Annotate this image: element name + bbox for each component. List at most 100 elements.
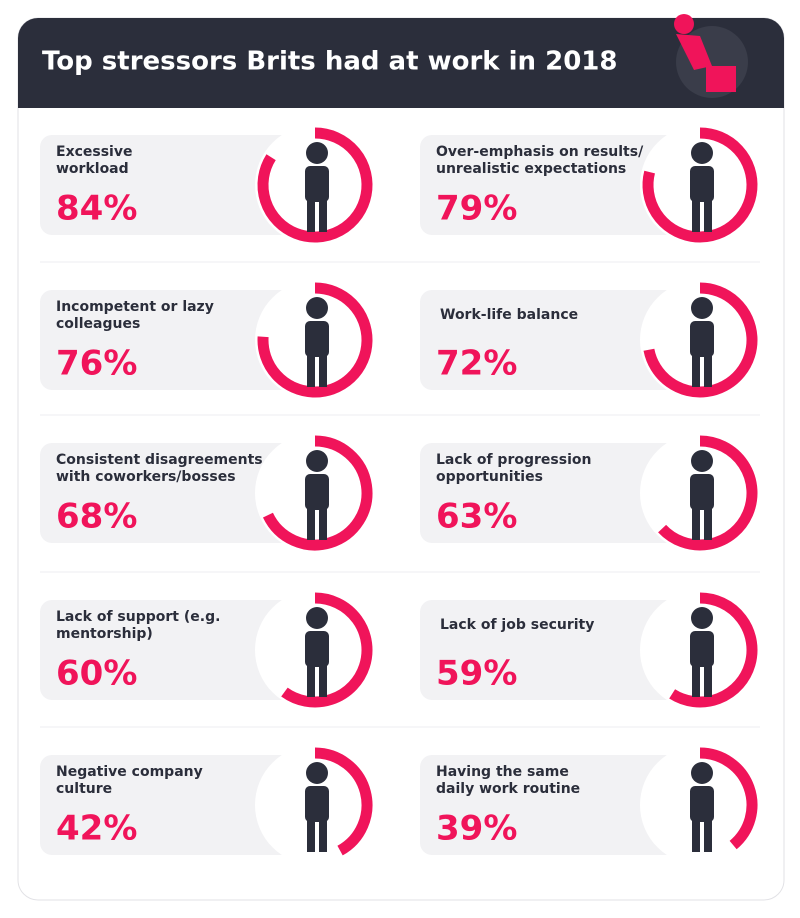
icon-body — [690, 321, 714, 357]
item-label: daily work routine — [436, 781, 580, 797]
icon-leg — [692, 508, 700, 540]
person-icon — [305, 607, 329, 697]
icon-leg — [307, 820, 315, 852]
item-label: colleagues — [56, 316, 140, 332]
item-label: mentorship) — [56, 626, 153, 642]
icon-leg — [307, 355, 315, 387]
icon-leg — [307, 200, 315, 232]
item-label: unrealistic expectations — [436, 161, 626, 177]
item-value: 76% — [56, 344, 137, 384]
item-value: 59% — [436, 654, 517, 694]
ring-arc — [669, 592, 758, 708]
item-label: Work-life balance — [440, 307, 578, 323]
item-label: Lack of support (e.g. — [56, 609, 220, 625]
icon-leg — [692, 200, 700, 232]
person-icon — [690, 450, 714, 540]
icon-body — [305, 321, 329, 357]
item-card — [420, 755, 700, 855]
icon-leg — [704, 200, 712, 232]
item-card — [40, 290, 315, 390]
icon-leg — [319, 200, 327, 232]
item-value: 68% — [56, 497, 137, 537]
item-value: 72% — [436, 344, 517, 384]
ring-arc — [314, 747, 373, 856]
icon-head — [691, 607, 713, 629]
item-value: 79% — [436, 189, 517, 229]
person-icon — [690, 297, 714, 387]
icon-body — [305, 786, 329, 822]
item-label: opportunities — [436, 469, 543, 485]
item-label: Lack of progression — [436, 452, 591, 468]
item-label: Consistent disagreements — [56, 452, 263, 468]
icon-body — [690, 474, 714, 510]
icon-head — [691, 450, 713, 472]
ring-arc — [257, 282, 373, 398]
icon-leg — [319, 820, 327, 852]
icon-body — [305, 631, 329, 667]
item-label: culture — [56, 781, 112, 797]
item-card — [40, 443, 315, 543]
person-icon — [305, 142, 329, 232]
header — [18, 18, 784, 108]
icon-leg — [319, 355, 327, 387]
item-card — [420, 600, 700, 700]
item-label: with coworkers/bosses — [56, 469, 236, 485]
icon-leg — [704, 355, 712, 387]
icon-body — [305, 474, 329, 510]
icon-leg — [307, 508, 315, 540]
ring-arc — [257, 127, 373, 243]
icon-head — [691, 297, 713, 319]
ring-arc — [658, 435, 758, 551]
icon-body — [690, 166, 714, 202]
person-icon — [690, 607, 714, 697]
item-label: Excessive — [56, 144, 132, 160]
item-card — [40, 600, 315, 700]
item-card — [420, 135, 700, 235]
item-label: Negative company — [56, 764, 203, 780]
item-label: workload — [56, 161, 129, 177]
icon-head — [306, 450, 328, 472]
item-label: Lack of job security — [440, 617, 594, 633]
person-icon — [305, 762, 329, 852]
person-icon — [690, 762, 714, 852]
person-icon — [305, 297, 329, 387]
icon-leg — [319, 508, 327, 540]
item-card — [40, 135, 315, 235]
icon-leg — [704, 665, 712, 697]
icon-head — [306, 607, 328, 629]
item-label: Incompetent or lazy — [56, 299, 214, 315]
ring-arc — [699, 747, 758, 850]
item-value: 60% — [56, 654, 137, 694]
icon-body — [690, 631, 714, 667]
item-card — [420, 290, 700, 390]
item-value: 63% — [436, 497, 517, 537]
item-value: 84% — [56, 189, 137, 229]
ring-arc — [281, 592, 373, 708]
icon-leg — [692, 665, 700, 697]
header-icon — [674, 14, 748, 98]
icon-head — [691, 142, 713, 164]
icon-leg — [704, 820, 712, 852]
icon-leg — [692, 820, 700, 852]
icon-head — [691, 762, 713, 784]
item-card — [40, 755, 315, 855]
item-label: Over-emphasis on results/ — [436, 144, 644, 160]
item-label: Having the same — [436, 764, 569, 780]
person-icon — [690, 142, 714, 232]
icon-leg — [704, 508, 712, 540]
icon-leg — [307, 665, 315, 697]
item-value: 39% — [436, 809, 517, 849]
item-value: 42% — [56, 809, 137, 849]
person-icon — [305, 450, 329, 540]
ring-arc — [262, 435, 373, 551]
icon-leg — [319, 665, 327, 697]
icon-head — [306, 762, 328, 784]
icon-leg — [692, 355, 700, 387]
item-card — [420, 443, 700, 543]
icon-head — [306, 142, 328, 164]
chart-title: Top stressors Brits had at work in 2018 — [42, 47, 617, 77]
icon-body — [305, 166, 329, 202]
ring-arc — [642, 127, 758, 243]
icon-head — [306, 297, 328, 319]
